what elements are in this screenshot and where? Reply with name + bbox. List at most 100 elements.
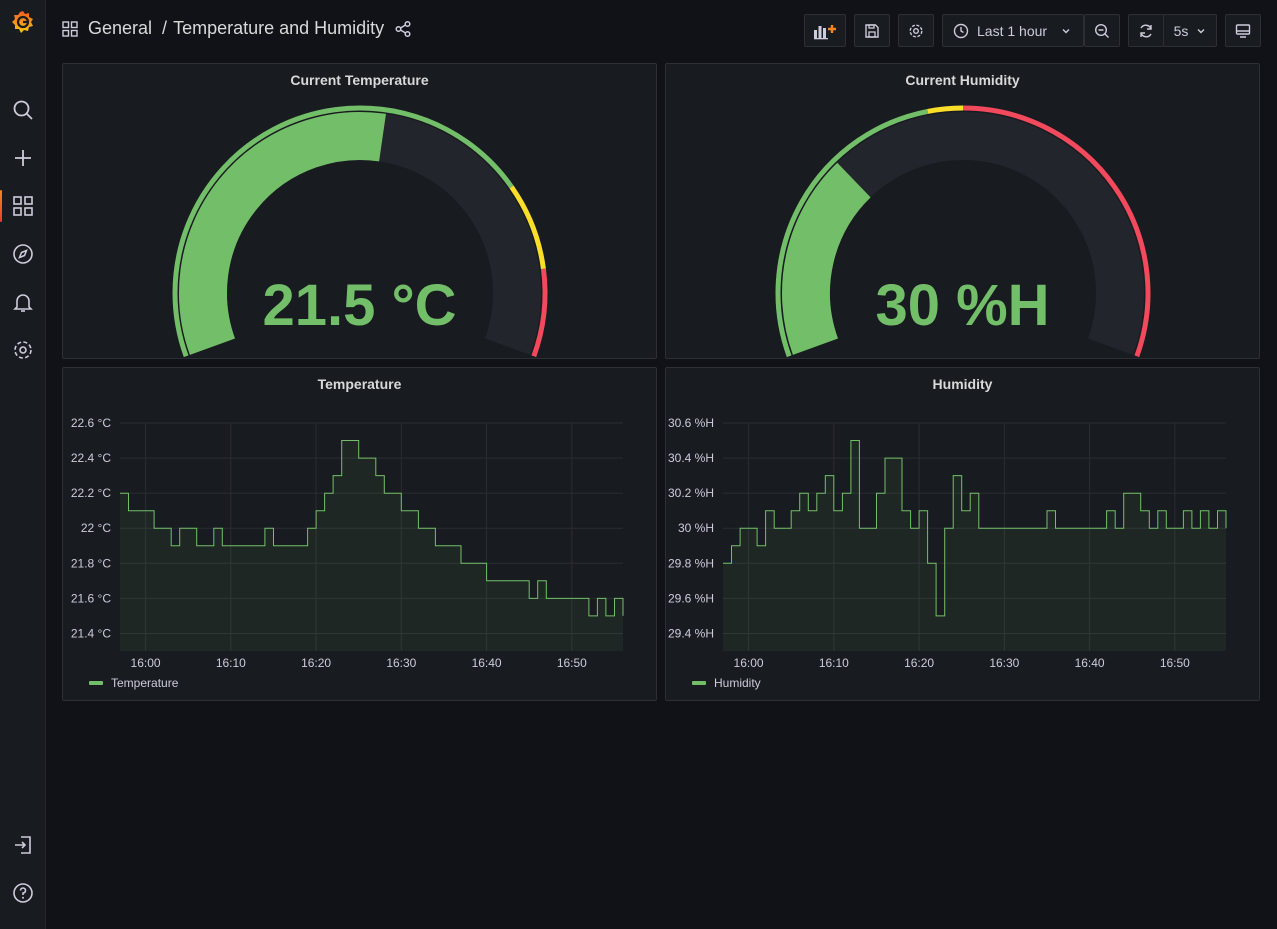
time-range-label: Last 1 hour [977, 22, 1048, 39]
x-tick-label: 16:00 [131, 656, 161, 670]
x-tick-label: 16:40 [1075, 656, 1105, 670]
dashboard-title[interactable]: Temperature and Humidity [173, 18, 385, 38]
nav-dashboards[interactable] [0, 186, 46, 226]
cycle-view-mode-button[interactable] [1225, 14, 1261, 47]
clock-icon [953, 23, 969, 38]
nav-explore[interactable] [0, 234, 46, 274]
gauge-threshold-yellow [509, 185, 546, 270]
time-range-picker[interactable]: Last 1 hour [942, 14, 1084, 47]
legend[interactable]: Temperature [89, 676, 178, 690]
panel-title: Temperature [317, 376, 402, 392]
dashboard-settings-button[interactable] [898, 14, 934, 47]
page-toolbar: General / Temperature and Humidity Last … [46, 0, 1277, 62]
y-tick-label: 22.6 °C [71, 416, 111, 430]
save-icon [865, 23, 879, 38]
legend-swatch [692, 681, 706, 685]
x-tick-label: 16:50 [557, 656, 587, 670]
x-tick-label: 16:40 [472, 656, 502, 670]
chevron-down-icon [1062, 28, 1070, 33]
grafana-logo[interactable] [0, 2, 46, 42]
y-tick-label: 29.4 %H [668, 626, 714, 640]
timeseries-panel-humidity[interactable]: Humidity 30.6 %H 30.4 %H 30.2 %H 30 %H 29.8 … [665, 367, 1260, 701]
refresh-button[interactable] [1128, 14, 1164, 47]
nav-sign-in[interactable] [0, 825, 46, 865]
gauge-threshold-red [531, 268, 548, 358]
monitor-icon [1235, 23, 1251, 38]
y-tick-label: 29.6 %H [668, 591, 714, 605]
y-tick-label: 22.2 °C [71, 486, 111, 500]
panel-title: Current Humidity [905, 72, 1020, 88]
gauge-panel-humidity[interactable]: Current Humidity 30 %H [665, 63, 1260, 359]
zoom-out-icon [1094, 23, 1109, 38]
x-tick-label: 16:10 [819, 656, 849, 670]
breadcrumb: General / Temperature and Humidity [62, 18, 412, 39]
y-tick-label: 21.6 °C [71, 591, 111, 605]
gauge-value-arc [782, 162, 872, 355]
y-tick-label: 22 °C [81, 521, 111, 535]
legend[interactable]: Humidity [692, 676, 761, 690]
explore-icon [13, 244, 33, 264]
gauge-threshold-yellow [927, 105, 964, 114]
grafana-logo-icon [12, 11, 33, 33]
help-icon [13, 883, 33, 903]
x-tick-label: 16:50 [1160, 656, 1190, 670]
breadcrumb-folder[interactable]: General [88, 18, 153, 38]
humidity-gauge [775, 105, 1151, 358]
plus-icon [15, 150, 31, 166]
share-icon[interactable] [394, 20, 412, 38]
add-panel-button[interactable] [804, 14, 846, 47]
nav-search[interactable] [0, 90, 46, 130]
search-icon [13, 100, 33, 120]
dashboards-icon [13, 196, 33, 216]
sign-in-icon [15, 836, 31, 854]
series-line [120, 440, 624, 617]
gauge-threshold-green [172, 105, 514, 358]
nav-configuration[interactable] [0, 330, 46, 370]
dashboards-icon [62, 20, 78, 37]
timeseries-panel-temperature[interactable]: Temperature 22.6 °C 22.4 °C 22.2 °C 22 °C 21… [62, 367, 657, 701]
add-panel-icon [814, 24, 836, 39]
save-dashboard-button[interactable] [854, 14, 890, 47]
x-tick-label: 16:20 [904, 656, 934, 670]
gauge-value: 21.5 °C [262, 273, 457, 338]
gauge-value-arc [179, 112, 386, 355]
series-area [723, 440, 1226, 651]
gauge-value: 30 %H [875, 273, 1050, 338]
y-tick-label: 30.6 %H [668, 416, 714, 430]
gauge-threshold-red [962, 105, 1151, 358]
configuration-icon [14, 341, 32, 359]
temperature-gauge [172, 105, 548, 358]
zoom-out-button[interactable] [1084, 14, 1120, 47]
x-tick-label: 16:30 [989, 656, 1019, 670]
legend-label: Temperature [111, 676, 179, 690]
y-tick-label: 30.2 %H [668, 486, 714, 500]
refresh-icon [1140, 24, 1152, 37]
y-tick-label: 29.8 %H [668, 556, 714, 570]
gauge-threshold-green [775, 108, 929, 358]
y-tick-label: 22.4 °C [71, 451, 111, 465]
refresh-interval-picker[interactable]: 5s [1163, 14, 1217, 47]
x-tick-label: 16:10 [216, 656, 246, 670]
panel-title: Humidity [932, 376, 993, 392]
breadcrumb-separator: / [162, 18, 168, 38]
nav-help[interactable] [0, 873, 46, 913]
side-menu [0, 0, 46, 929]
refresh-interval-label: 5s [1173, 22, 1189, 39]
humidity-chart: 30.6 %H 30.4 %H 30.2 %H 30 %H 29.8 %H 29.6 %H… [668, 416, 1227, 670]
gear-icon [909, 23, 923, 38]
y-tick-label: 21.8 °C [71, 556, 111, 570]
series-area [120, 440, 623, 651]
panel-title: Current Temperature [290, 72, 429, 88]
x-tick-label: 16:20 [301, 656, 331, 670]
temperature-chart: 22.6 °C 22.4 °C 22.2 °C 22 °C 21.8 °C 21.6 °C… [71, 416, 624, 670]
nav-alerting[interactable] [0, 282, 46, 322]
x-tick-label: 16:00 [734, 656, 764, 670]
y-tick-label: 30 %H [678, 521, 714, 535]
legend-swatch [89, 681, 103, 685]
y-tick-label: 21.4 °C [71, 626, 111, 640]
x-tick-label: 16:30 [386, 656, 416, 670]
gauge-panel-temperature[interactable]: Current Temperature 21.5 °C [62, 63, 657, 359]
legend-label: Humidity [714, 676, 761, 690]
chevron-down-icon [1197, 28, 1205, 33]
nav-create[interactable] [0, 138, 46, 178]
